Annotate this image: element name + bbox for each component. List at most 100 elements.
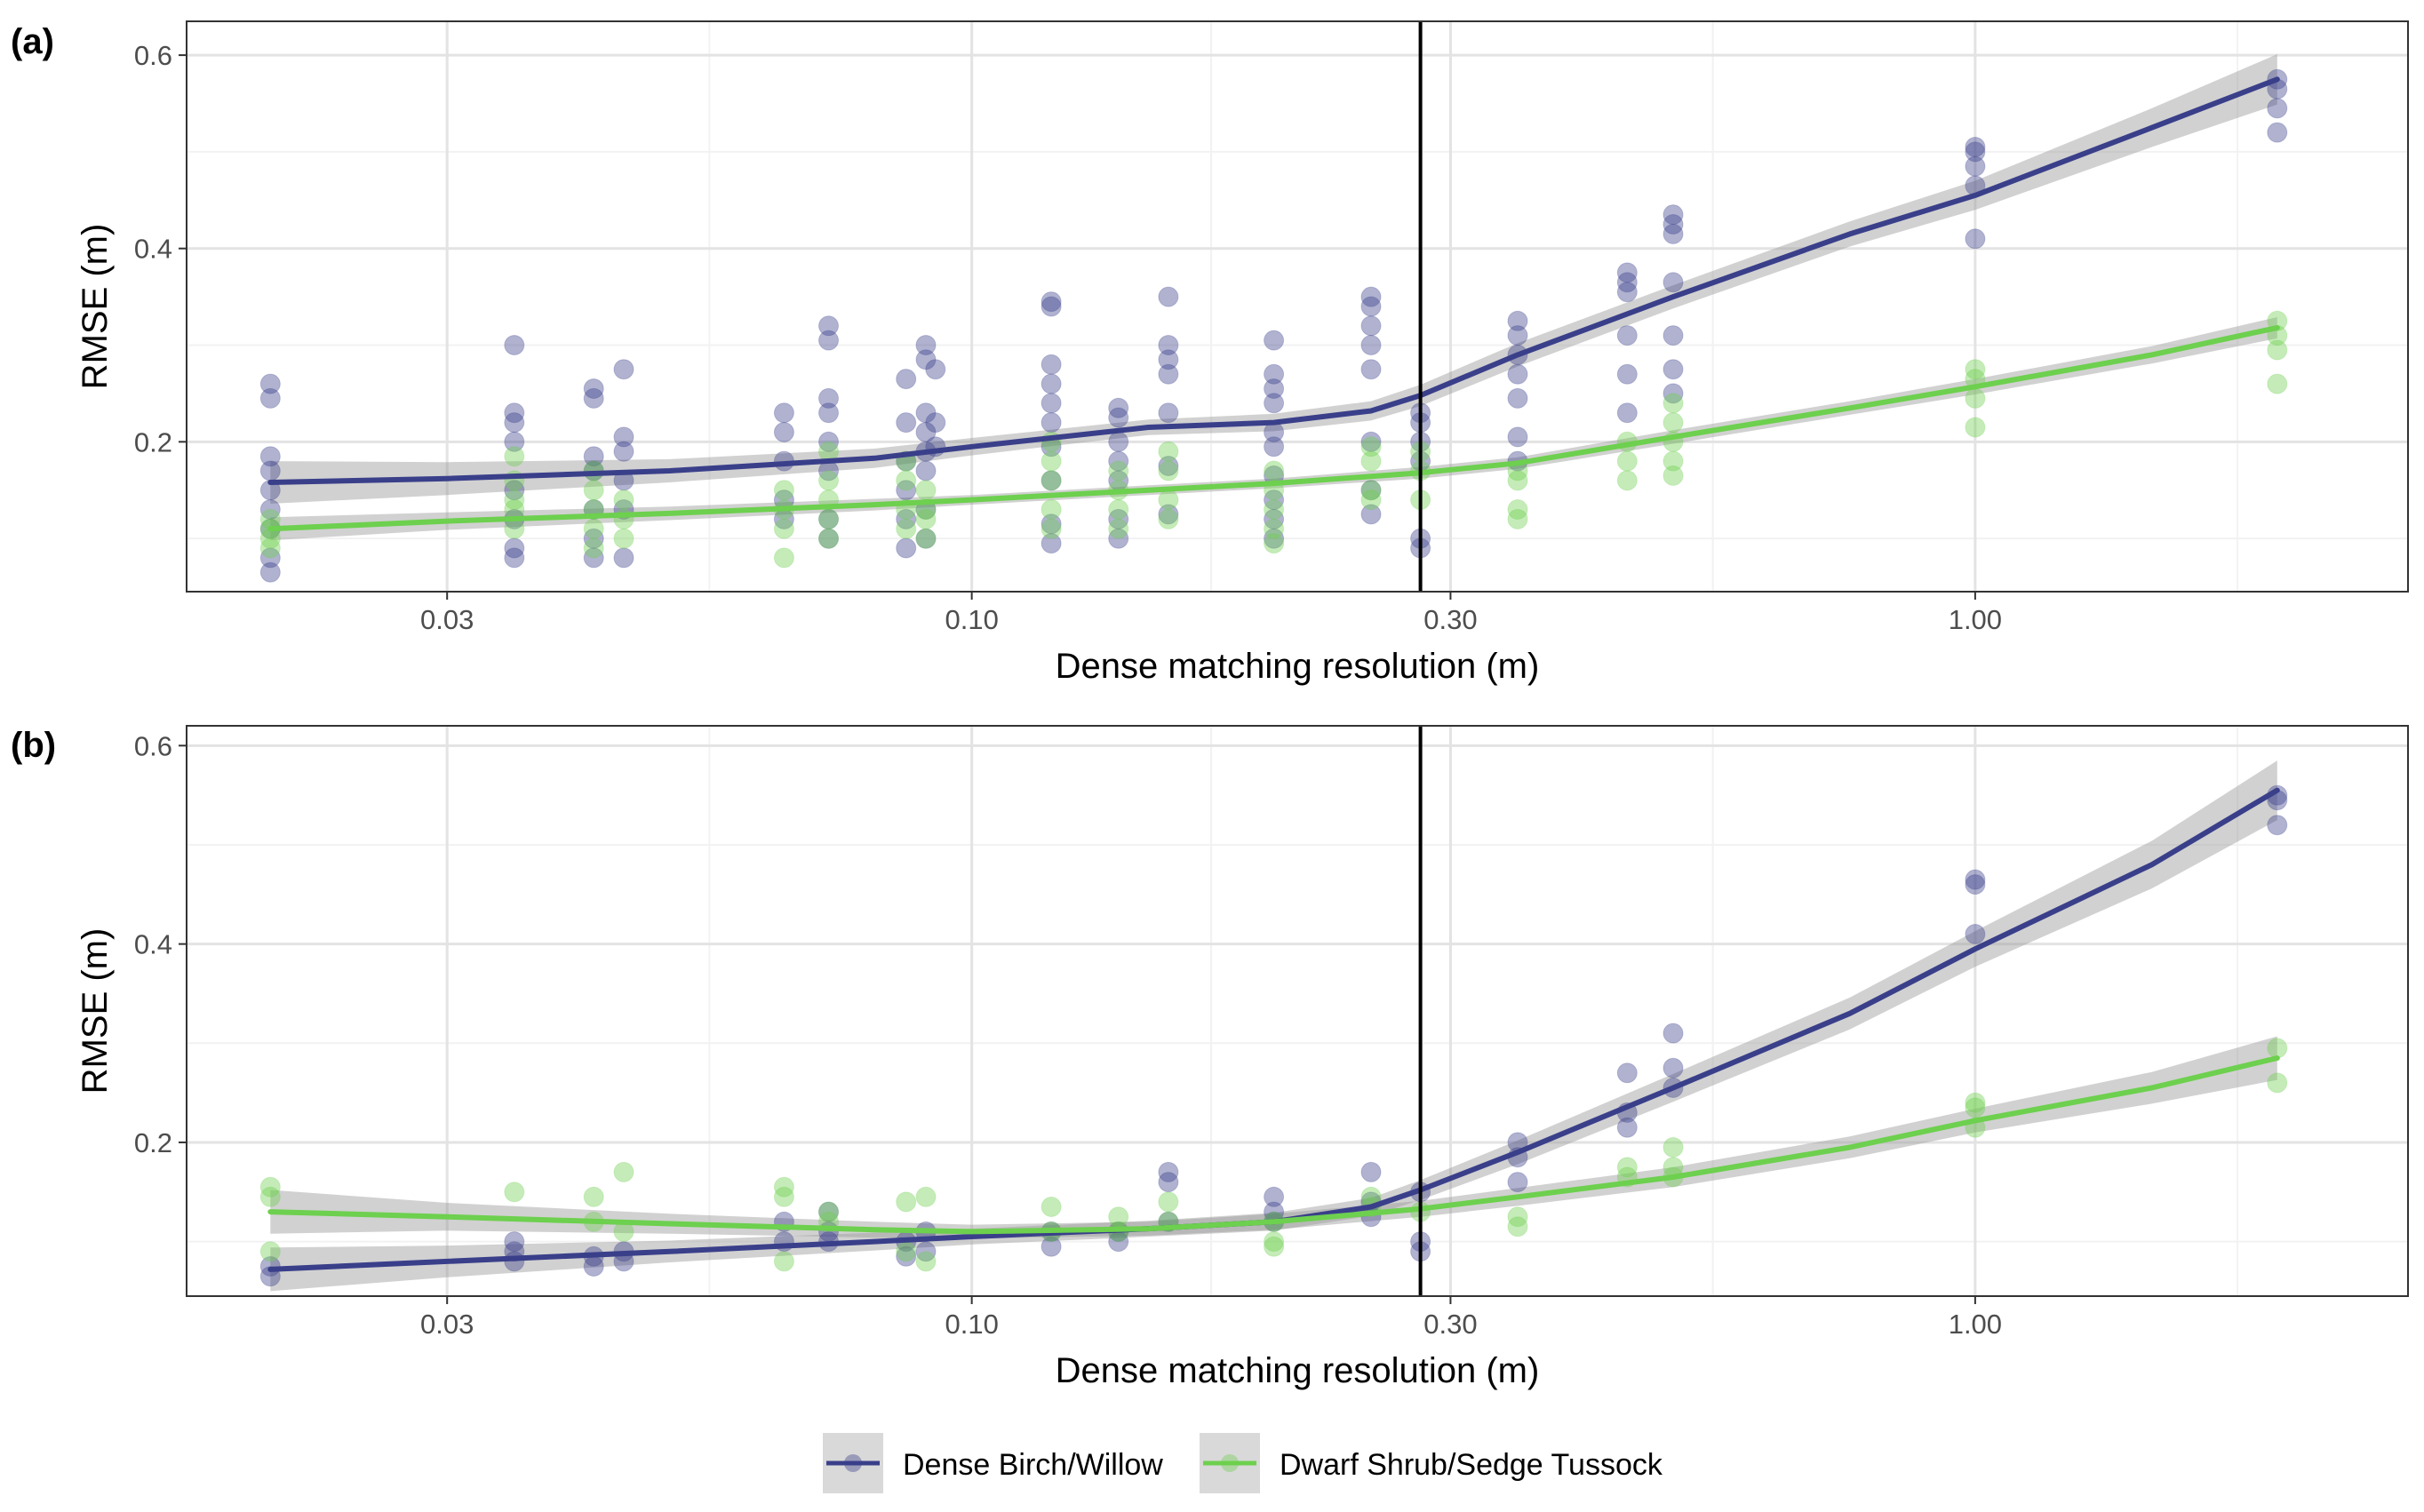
data-point-dense-birch-willow [818, 402, 839, 424]
data-point-dwarf-shrub-sedge-tussock [259, 537, 281, 559]
data-point-dense-birch-willow [1264, 378, 1285, 399]
data-point-dense-birch-willow [896, 508, 917, 529]
fit-line-dense-birch-willow [267, 787, 2280, 1272]
data-point-dwarf-shrub-sedge-tussock [1965, 359, 1986, 380]
data-point-dense-birch-willow [1041, 373, 1062, 394]
data-point-dense-birch-willow [1965, 228, 1986, 250]
data-point-dense-birch-willow [1108, 508, 1129, 529]
data-point-dense-birch-willow [1616, 282, 1638, 303]
data-point-dense-birch-willow [818, 1201, 839, 1222]
data-point-dwarf-shrub-sedge-tussock [1264, 1231, 1285, 1253]
data-point-dwarf-shrub-sedge-tussock [583, 1186, 604, 1207]
data-point-dense-birch-willow [915, 460, 937, 481]
data-point-dense-birch-willow [1108, 407, 1129, 428]
data-point-dense-birch-willow [1965, 141, 1986, 163]
data-point-dense-birch-willow [613, 359, 634, 380]
data-point-dwarf-shrub-sedge-tussock [504, 489, 525, 511]
data-point-dense-birch-willow [1264, 508, 1285, 529]
data-point-dwarf-shrub-sedge-tussock [1965, 1097, 1986, 1118]
data-point-dense-birch-willow [583, 387, 604, 409]
data-point-dwarf-shrub-sedge-tussock [915, 508, 937, 529]
data-point-dwarf-shrub-sedge-tussock [1663, 465, 1684, 486]
data-point-dwarf-shrub-sedge-tussock [1616, 450, 1638, 472]
data-point-dwarf-shrub-sedge-tussock [504, 446, 525, 467]
data-point-dense-birch-willow [1507, 1172, 1528, 1193]
data-point-dense-birch-willow [818, 387, 839, 409]
data-point-dense-birch-willow [1663, 359, 1684, 380]
data-point-dwarf-shrub-sedge-tussock [1965, 387, 1986, 409]
panel-b-gridlines [187, 726, 2408, 1296]
data-point-dense-birch-willow [1158, 335, 1179, 355]
data-point-dense-birch-willow [259, 373, 281, 394]
data-point-dense-birch-willow [1360, 315, 1382, 337]
data-point-dwarf-shrub-sedge-tussock [1965, 417, 1986, 438]
data-point-dense-birch-willow [1360, 1161, 1382, 1182]
data-point-dense-birch-willow [1663, 383, 1684, 404]
data-point-dense-birch-willow [773, 402, 794, 424]
panel-b-plot-border [186, 725, 2409, 1297]
data-point-dense-birch-willow [818, 330, 839, 351]
data-point-dwarf-shrub-sedge-tussock [1507, 470, 1528, 491]
data-point-dwarf-shrub-sedge-tussock [915, 480, 937, 501]
data-point-dense-birch-willow [773, 422, 794, 442]
data-point-dwarf-shrub-sedge-tussock [583, 537, 604, 559]
data-point-dense-birch-willow [1041, 1236, 1062, 1257]
x-tick-label: 0.10 [945, 1309, 998, 1340]
data-point-dwarf-shrub-sedge-tussock [896, 470, 917, 491]
data-point-dwarf-shrub-sedge-tussock [1158, 508, 1179, 529]
y-tick-label: 0.6 [134, 730, 172, 761]
data-point-dense-birch-willow [1360, 359, 1382, 380]
data-point-dense-birch-willow [1616, 1062, 1638, 1084]
data-point-dense-birch-willow [1041, 533, 1062, 554]
data-point-dense-birch-willow [613, 426, 634, 448]
data-point-dense-birch-willow [915, 402, 937, 424]
data-point-dwarf-shrub-sedge-tussock [1360, 450, 1382, 472]
fit-line-dwarf-shrub-sedge-tussock [267, 1055, 2280, 1235]
data-point-dwarf-shrub-sedge-tussock [1158, 441, 1179, 462]
data-point-dense-birch-willow [1507, 426, 1528, 448]
data-point-dwarf-shrub-sedge-tussock [2267, 373, 2288, 394]
data-point-dense-birch-willow [896, 412, 917, 434]
legend: Dense Birch/Willow Dwarf Shrub/Sedge Tus… [823, 1433, 1663, 1493]
data-point-dwarf-shrub-sedge-tussock [504, 518, 525, 539]
y-tick-label: 0.2 [134, 1127, 172, 1158]
data-point-dense-birch-willow [1663, 272, 1684, 293]
data-point-dwarf-shrub-sedge-tussock [773, 1176, 794, 1198]
data-point-dwarf-shrub-sedge-tussock [1663, 393, 1684, 414]
data-point-dense-birch-willow [504, 335, 525, 355]
data-point-dense-birch-willow [896, 369, 917, 390]
data-point-dense-birch-willow [1663, 214, 1684, 235]
data-point-dense-birch-willow [1616, 1117, 1638, 1138]
data-point-dwarf-shrub-sedge-tussock [1158, 489, 1179, 511]
data-point-dwarf-shrub-sedge-tussock [1158, 460, 1179, 481]
data-point-dense-birch-willow [1507, 387, 1528, 409]
data-point-dense-birch-willow [613, 441, 634, 462]
panel-a-y-ticks: 0.2 0.4 0.6 [134, 40, 187, 458]
data-point-dwarf-shrub-sedge-tussock [1616, 470, 1638, 491]
data-point-dwarf-shrub-sedge-tussock [818, 470, 839, 491]
data-point-dense-birch-willow [1264, 436, 1285, 458]
data-point-dense-birch-willow [1108, 528, 1129, 549]
data-point-dwarf-shrub-sedge-tussock [1041, 499, 1062, 520]
panel-a-y-axis-label: RMSE (m) [76, 224, 115, 390]
panel-a-plot-background [187, 21, 2408, 592]
data-point-dense-birch-willow [818, 508, 839, 529]
data-point-dense-birch-willow [1158, 402, 1179, 424]
data-point-dwarf-shrub-sedge-tussock [2267, 339, 2288, 361]
data-point-dense-birch-willow [1360, 480, 1382, 501]
data-point-dense-birch-willow [1965, 874, 1986, 895]
data-point-dense-birch-willow [259, 387, 281, 409]
data-point-dense-birch-willow [1616, 262, 1638, 283]
panel-a-x-axis-label: Dense matching resolution (m) [1056, 647, 1540, 686]
data-point-dense-birch-willow [2267, 122, 2288, 143]
data-point-dense-birch-willow [818, 315, 839, 337]
data-point-dense-birch-willow [818, 431, 839, 452]
data-point-dwarf-shrub-sedge-tussock [2267, 310, 2288, 331]
data-point-dwarf-shrub-sedge-tussock [1507, 499, 1528, 520]
data-point-dwarf-shrub-sedge-tussock [259, 1186, 281, 1207]
data-point-dense-birch-willow [915, 1241, 937, 1262]
data-point-dense-birch-willow [1965, 137, 1986, 157]
panel-a-plot-border [186, 20, 2409, 593]
data-point-dense-birch-willow [1158, 286, 1179, 307]
data-point-dense-birch-willow [1507, 325, 1528, 346]
